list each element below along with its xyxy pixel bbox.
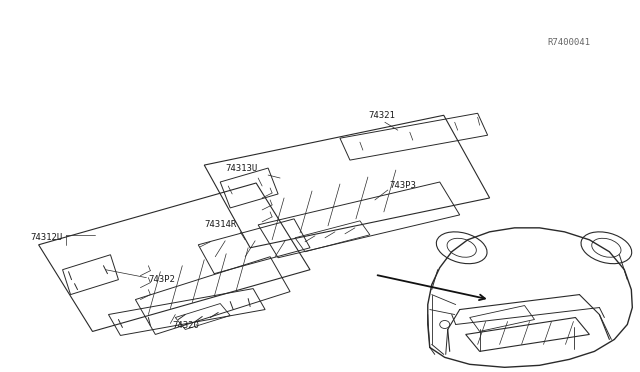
Text: 74313U: 74313U [225, 164, 257, 173]
Text: R7400041: R7400041 [547, 38, 591, 47]
Text: 74321: 74321 [368, 111, 395, 120]
Text: 74314R: 74314R [204, 220, 237, 230]
Text: 74312U: 74312U [31, 233, 63, 242]
Text: 74320: 74320 [172, 321, 199, 330]
Text: 743P2: 743P2 [148, 275, 175, 284]
Text: 743P3: 743P3 [390, 180, 417, 189]
